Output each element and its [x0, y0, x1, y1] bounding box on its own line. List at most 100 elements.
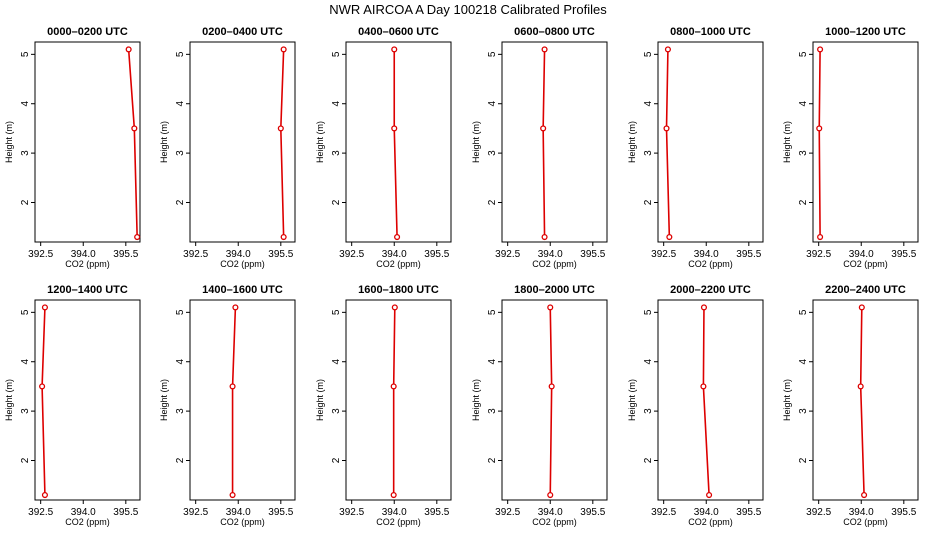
- x-tick-label: 395.5: [268, 249, 293, 260]
- data-point: [390, 383, 397, 390]
- x-tick-label: 392.5: [651, 249, 676, 260]
- x-axis-label: CO2 (ppm): [843, 259, 888, 269]
- y-tick-label: 3: [487, 150, 498, 156]
- x-axis-label: CO2 (ppm): [65, 259, 110, 269]
- profile-line: [702, 307, 710, 496]
- y-tick-label: 4: [20, 359, 31, 365]
- y-tick-label: 3: [331, 150, 342, 156]
- x-tick-label: 395.5: [268, 507, 293, 518]
- panel-title: 0200–0400 UTC: [202, 26, 283, 38]
- y-tick-label: 2: [175, 457, 186, 463]
- y-axis-label: Height (m): [627, 379, 637, 421]
- x-axis-label: CO2 (ppm): [843, 517, 888, 527]
- data-point: [41, 492, 48, 499]
- data-point: [280, 234, 287, 241]
- plot-frame: [501, 41, 608, 243]
- y-tick-label: 5: [20, 309, 31, 315]
- data-point: [280, 46, 287, 53]
- x-tick-label: 392.5: [28, 507, 53, 518]
- x-tick-label: 392.5: [495, 507, 520, 518]
- y-tick-label: 4: [643, 101, 654, 107]
- x-axis-label: CO2 (ppm): [376, 517, 421, 527]
- x-tick-label: 394.0: [694, 249, 719, 260]
- plot-frame: [812, 299, 919, 501]
- y-tick-label: 3: [20, 150, 31, 156]
- data-point: [663, 125, 670, 132]
- x-axis-label: CO2 (ppm): [65, 517, 110, 527]
- y-tick-label: 4: [487, 101, 498, 107]
- x-axis-label: CO2 (ppm): [220, 517, 265, 527]
- profile-line: [41, 307, 46, 496]
- y-tick-label: 5: [331, 309, 342, 315]
- y-tick-label: 4: [798, 359, 809, 365]
- data-point: [700, 383, 707, 390]
- y-tick-label: 2: [798, 457, 809, 463]
- y-tick-label: 2: [20, 457, 31, 463]
- data-point: [861, 492, 868, 499]
- y-tick-label: 4: [798, 101, 809, 107]
- x-tick-label: 395.5: [580, 249, 605, 260]
- profile-line: [665, 49, 671, 238]
- x-tick-label: 394.0: [538, 249, 563, 260]
- x-tick-label: 395.5: [891, 249, 916, 260]
- x-axis-label: CO2 (ppm): [688, 259, 733, 269]
- y-tick-label: 5: [20, 51, 31, 57]
- data-point: [229, 383, 236, 390]
- x-tick-label: 392.5: [651, 507, 676, 518]
- y-tick-label: 2: [487, 199, 498, 205]
- panel-title: 1000–1200 UTC: [825, 26, 906, 38]
- x-axis-label: CO2 (ppm): [688, 517, 733, 527]
- x-axis-label: CO2 (ppm): [376, 259, 421, 269]
- data-point: [700, 304, 708, 311]
- y-axis-label: Height (m): [4, 379, 14, 421]
- y-tick-label: 4: [487, 359, 498, 365]
- y-axis-label: Height (m): [4, 121, 14, 163]
- y-tick-label: 3: [331, 408, 342, 414]
- y-tick-label: 4: [175, 101, 186, 107]
- y-tick-label: 5: [798, 309, 809, 315]
- x-tick-label: 395.5: [736, 507, 761, 518]
- x-tick-label: 394.0: [849, 249, 874, 260]
- data-point: [390, 492, 397, 499]
- plot-frame: [189, 41, 296, 243]
- panel-12: 2200–2400 UTC 392.5 394.0 395.5 2 3 4 5 CO2 (ppm…: [782, 284, 919, 527]
- data-point: [817, 46, 824, 53]
- panel-6: 1000–1200 UTC 392.5 394.0 395.5 2 3 4 5 CO2 (ppm…: [782, 26, 919, 269]
- data-point: [547, 492, 554, 499]
- y-tick-label: 5: [798, 51, 809, 57]
- y-tick-label: 2: [643, 457, 654, 463]
- y-tick-label: 5: [487, 51, 498, 57]
- data-point: [277, 125, 284, 132]
- profile-line: [280, 49, 285, 238]
- y-tick-label: 3: [798, 408, 809, 414]
- x-tick-label: 394.0: [226, 507, 251, 518]
- panel-title: 1600–1800 UTC: [358, 284, 439, 296]
- data-point: [232, 304, 239, 311]
- data-point: [391, 125, 398, 132]
- x-tick-label: 395.5: [736, 249, 761, 260]
- panel-2: 0200–0400 UTC 392.5 394.0 395.5 2 3 4 5 CO2 (ppm…: [159, 26, 296, 269]
- y-axis-label: Height (m): [315, 121, 325, 163]
- profile-line: [549, 307, 553, 496]
- y-tick-label: 4: [20, 101, 31, 107]
- panel-1: 0000–0200 UTC 392.5 394.0 395.5 2 3 4 5 CO2 (ppm…: [4, 26, 141, 269]
- panel-5: 0800–1000 UTC 392.5 394.0 395.5 2 3 4 5 CO2 (ppm…: [627, 26, 764, 269]
- x-tick-label: 392.5: [183, 249, 208, 260]
- x-tick-label: 395.5: [580, 507, 605, 518]
- x-tick-label: 392.5: [183, 507, 208, 518]
- figure-title: NWR AIRCOA A Day 100218 Calibrated Profi…: [329, 2, 607, 17]
- x-tick-label: 392.5: [495, 249, 520, 260]
- profile-line: [127, 49, 138, 238]
- panel-title: 1200–1400 UTC: [47, 284, 128, 296]
- x-tick-label: 394.0: [71, 249, 96, 260]
- x-tick-label: 394.0: [538, 507, 563, 518]
- panel-4: 0600–0800 UTC 392.5 394.0 395.5 2 3 4 5 CO2 (ppm…: [471, 26, 608, 269]
- data-point: [394, 234, 401, 241]
- x-axis-label: CO2 (ppm): [532, 517, 577, 527]
- y-tick-label: 2: [331, 457, 342, 463]
- y-tick-label: 4: [643, 359, 654, 365]
- data-point: [666, 234, 673, 241]
- data-point: [41, 304, 48, 311]
- x-tick-label: 394.0: [694, 507, 719, 518]
- y-axis-label: Height (m): [471, 379, 481, 421]
